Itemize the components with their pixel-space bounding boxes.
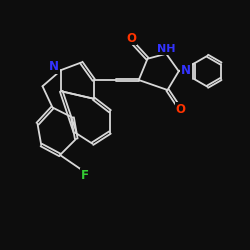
Text: O: O — [176, 103, 186, 116]
Text: F: F — [81, 169, 89, 182]
Text: NH: NH — [158, 44, 176, 54]
Text: N: N — [49, 60, 59, 74]
Text: O: O — [126, 32, 136, 44]
Text: N: N — [181, 64, 191, 76]
